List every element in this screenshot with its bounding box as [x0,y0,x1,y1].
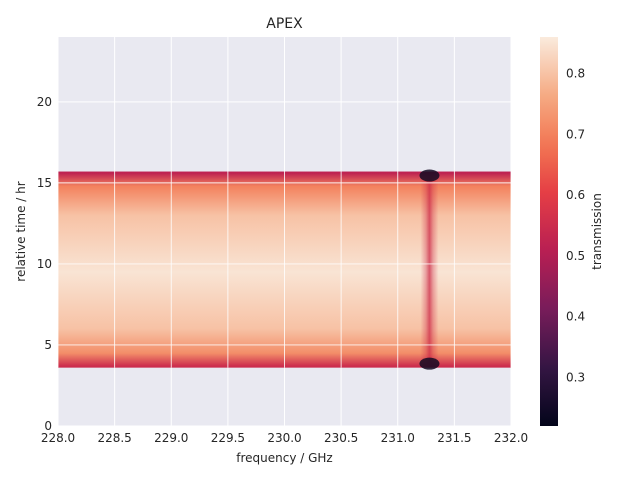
colorbar-tick-label: 0.6 [566,188,585,202]
colorbar-tick-label: 0.7 [566,127,585,141]
x-tick-label: 230.5 [324,431,358,445]
x-tick-label: 231.5 [437,431,471,445]
colorbar-tick-labels: 0.3 0.4 0.5 0.6 0.7 0.8 [566,66,585,384]
x-tick-label: 228.0 [41,431,75,445]
x-tick-label: 232.0 [494,431,528,445]
colorbar-tick-label: 0.5 [566,249,585,263]
y-tick-label: 0 [44,419,52,433]
gridlines-over-data [57,171,512,368]
colorbar [540,37,558,426]
absorption-line [420,171,439,368]
y-tick-labels: 0 5 10 15 20 [37,95,52,433]
colorbar-tick-label: 0.4 [566,310,585,324]
absorption-edge-spot [419,357,440,370]
x-tick-labels: 228.0 228.5 229.0 229.5 230.0 230.5 231.0 231.5… [41,431,528,445]
y-tick-label: 5 [44,338,52,352]
absorption-edge-spot [419,169,440,182]
y-axis-label: relative time / hr [14,181,28,281]
x-tick-label: 230.0 [267,431,301,445]
colorbar-tick-label: 0.3 [566,370,585,384]
colorbar-tick-label: 0.8 [566,66,585,80]
x-tick-label: 229.5 [211,431,245,445]
x-axis-label: frequency / GHz [236,451,332,465]
chart-title: APEX [266,16,303,32]
x-tick-label: 231.0 [381,431,415,445]
y-tick-label: 15 [37,176,52,190]
x-tick-label: 228.5 [97,431,131,445]
y-tick-label: 20 [37,95,52,109]
x-tick-label: 229.0 [154,431,188,445]
y-tick-label: 10 [37,257,52,271]
colorbar-label: transmission [590,193,604,270]
